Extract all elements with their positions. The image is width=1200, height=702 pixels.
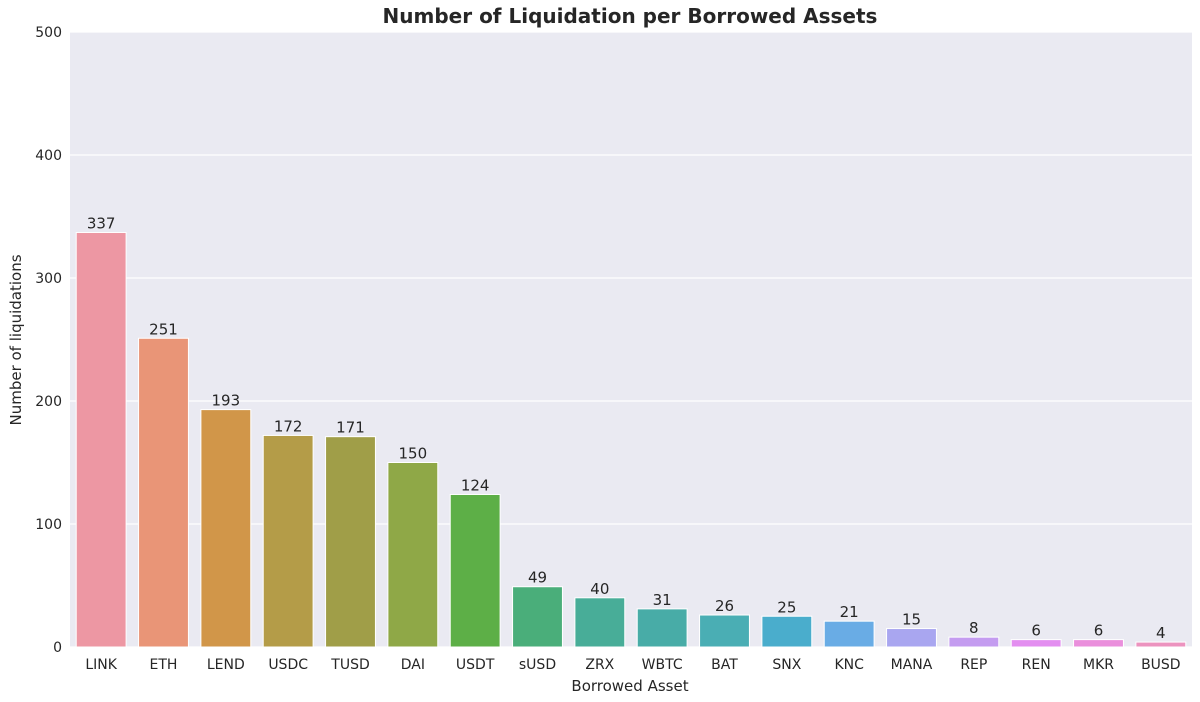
bar-ren: [1010, 639, 1062, 648]
value-label-susd: 49: [528, 569, 547, 587]
bars: [75, 231, 1187, 648]
x-tick-label-usdt: USDT: [456, 657, 495, 673]
x-tick-label-mana: MANA: [891, 657, 933, 673]
value-label-ren: 6: [1031, 622, 1041, 640]
value-label-rep: 8: [969, 619, 979, 637]
x-tick-label-usdc: USDC: [268, 657, 308, 673]
x-tick-label-eth: ETH: [150, 657, 178, 673]
x-tick-label-tusd: TUSD: [330, 657, 369, 673]
value-label-snx: 25: [777, 598, 796, 616]
bar-dai: [387, 462, 439, 648]
bar-mkr: [1073, 639, 1124, 648]
value-label-lend: 193: [212, 392, 241, 410]
value-label-tusd: 171: [336, 419, 365, 437]
value-label-usdc: 172: [274, 417, 303, 435]
x-tick-label-lend: LEND: [207, 657, 245, 673]
value-label-mkr: 6: [1094, 622, 1104, 640]
bar-rep: [948, 636, 1000, 648]
value-label-eth: 251: [149, 320, 178, 338]
x-tick-label-bat: BAT: [711, 657, 738, 673]
y-axis-title: Number of liquidations: [7, 254, 25, 425]
x-tick-label-zrx: ZRX: [585, 657, 614, 673]
plot-background: [70, 32, 1192, 647]
y-tick-label: 200: [35, 394, 62, 410]
x-tick-label-rep: REP: [960, 657, 987, 673]
value-label-dai: 150: [399, 445, 428, 463]
bar-usdc: [262, 434, 314, 648]
bar-snx: [761, 615, 813, 648]
x-tick-label-busd: BUSD: [1141, 657, 1181, 673]
value-label-bat: 26: [715, 597, 734, 615]
x-tick-label-knc: KNC: [834, 657, 864, 673]
x-tick-label-mkr: MKR: [1083, 657, 1114, 673]
value-label-mana: 15: [902, 611, 921, 629]
value-label-zrx: 40: [590, 580, 609, 598]
x-tick-label-ren: REN: [1022, 657, 1051, 673]
bar-bat: [699, 614, 750, 648]
x-tick-label-wbtc: WBTC: [642, 657, 683, 673]
bar-link: [75, 231, 127, 648]
value-label-busd: 4: [1156, 624, 1166, 642]
x-tick-label-snx: SNX: [772, 657, 801, 673]
bar-eth: [138, 337, 189, 648]
value-label-knc: 21: [840, 603, 859, 621]
chart-title: Number of Liquidation per Borrowed Asset…: [382, 4, 878, 28]
bar-mana: [886, 628, 937, 648]
bar-knc: [823, 620, 875, 648]
x-axis-title: Borrowed Asset: [571, 677, 688, 695]
y-tick-labels: 0 100 200 300 400 500: [35, 25, 62, 656]
x-tick-label-link: LINK: [85, 657, 117, 673]
x-tick-label-susd: sUSD: [519, 657, 556, 673]
bar-tusd: [325, 436, 376, 648]
bar-lend: [200, 409, 252, 648]
x-tick-labels: LINK ETH LEND USDC TUSD DAI USDT sUSD ZRX WBTC BAT…: [85, 657, 1180, 673]
value-label-wbtc: 31: [653, 591, 672, 609]
y-tick-label: 100: [35, 517, 62, 533]
y-tick-label: 0: [53, 640, 62, 656]
y-tick-label: 400: [35, 148, 62, 164]
bar-usdt: [449, 493, 501, 648]
y-tick-label: 300: [35, 271, 62, 287]
y-tick-label: 500: [35, 25, 62, 41]
bar-zrx: [574, 597, 626, 648]
bar-busd: [1135, 641, 1187, 648]
value-labels: 337 251 193 172 171 150 124 49 40 31 26 25 21 15 8 6 6 4: [87, 214, 1166, 642]
value-label-usdt: 124: [461, 476, 490, 494]
x-tick-label-dai: DAI: [401, 657, 425, 673]
bar-wbtc: [636, 608, 688, 648]
bar-susd: [512, 586, 563, 648]
grid-lines: [70, 31, 1192, 648]
value-label-link: 337: [87, 214, 116, 232]
